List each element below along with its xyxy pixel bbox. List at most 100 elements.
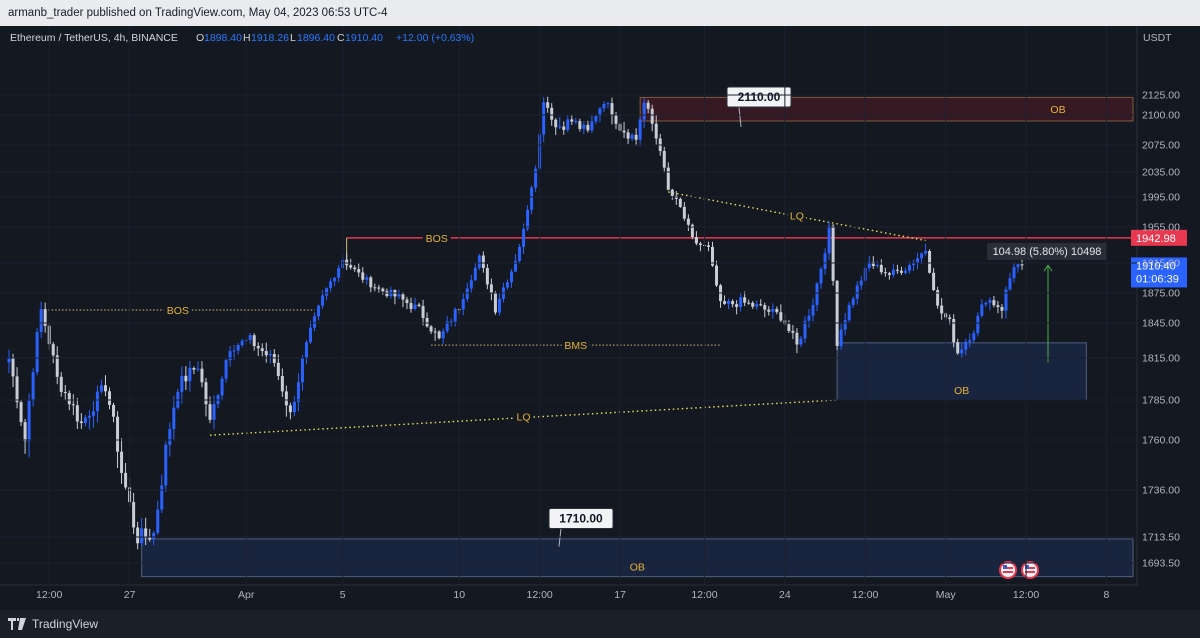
candle-body: [839, 329, 843, 346]
price-tick-label: 1736.00: [1142, 485, 1180, 497]
candle-body: [345, 259, 349, 266]
candle-body: [590, 121, 594, 131]
candle-body: [642, 102, 646, 120]
candle-body: [453, 309, 457, 322]
candle-body: [855, 285, 859, 299]
candle-body: [932, 272, 936, 291]
candle-body: [558, 126, 562, 128]
currency-label: USDT: [1143, 32, 1172, 44]
us-flag-event-icon: [999, 561, 1017, 579]
candle-body: [891, 269, 895, 275]
candle-body: [473, 267, 477, 281]
candle-body: [522, 228, 526, 247]
time-tick-label: 12:00: [526, 589, 552, 601]
order-block-label: OB: [630, 562, 645, 574]
publish-header: armanb_trader published on TradingView.c…: [0, 0, 1200, 26]
us-flag-stripe-icon: [1003, 567, 1013, 569]
price-tick-label: 1693.50: [1142, 558, 1180, 570]
candle-body: [610, 103, 614, 116]
candle-body: [71, 404, 75, 406]
candle-body: [566, 119, 570, 130]
price-tick-label: 2075.00: [1142, 140, 1180, 152]
low-value: 1896.40: [297, 32, 335, 44]
candle-body: [43, 309, 47, 326]
candle-body: [208, 404, 212, 420]
candle-body: [136, 527, 140, 544]
resistance-price-tag: [1131, 229, 1187, 246]
price-tick-label: 2100.00: [1142, 110, 1180, 122]
candle-body: [916, 258, 920, 264]
candle-body: [300, 357, 304, 383]
price-callout-box: [726, 86, 792, 108]
candle-body: [108, 391, 111, 405]
candle-body: [948, 317, 952, 319]
time-axis[interactable]: 12:00 27 Apr 5 10 12:00 17 12:00 24 12:00 May 12:00…: [36, 26, 1110, 601]
candle-body: [799, 338, 803, 345]
candle-body: [670, 189, 674, 196]
candle-body: [313, 316, 317, 328]
candle-body: [317, 305, 321, 317]
candle-body: [433, 331, 437, 333]
candle-body: [361, 272, 365, 280]
price-callout-text: 2110.00: [738, 90, 781, 104]
structure-label-bg: [422, 231, 451, 244]
candle-body: [425, 317, 429, 327]
candle-body: [654, 123, 658, 139]
candle-body: [883, 272, 887, 274]
candle-body: [755, 304, 759, 307]
low-label: L: [290, 32, 296, 44]
candle-body: [409, 303, 413, 309]
candle-body: [31, 372, 35, 401]
candle-body: [867, 262, 871, 269]
candle-body: [534, 168, 538, 188]
price-tick-label: 1785.00: [1142, 395, 1180, 407]
high-value: 1918.26: [251, 32, 289, 44]
price-tick-label: 1995.00: [1142, 192, 1180, 204]
candle-body: [288, 405, 292, 413]
candle-body: [493, 293, 497, 313]
candle-body: [357, 269, 361, 273]
candle-body: [248, 335, 252, 340]
callout-pointer: [558, 528, 562, 547]
candle-body: [578, 121, 582, 129]
candle-body: [739, 297, 743, 308]
open-value: 1898.40: [204, 32, 242, 44]
candle-body: [469, 280, 473, 289]
candle-body: [252, 335, 256, 347]
candle-body: [1000, 307, 1004, 311]
price-tick-label: 1760.00: [1142, 435, 1180, 447]
measure-tooltip-box: [987, 242, 1107, 260]
candle-body: [236, 345, 240, 351]
candle-body: [103, 385, 107, 392]
close-label: C: [337, 32, 345, 44]
time-tick-label: 17: [614, 589, 626, 601]
candle-body: [168, 429, 172, 445]
candle-body: [405, 299, 409, 304]
price-axis[interactable]: 1693.50 1713.50 1736.00 1760.00 1785.00 1815.…: [0, 90, 1180, 570]
candle-body: [152, 532, 156, 540]
candlestick-chart[interactable]: OB OB OB BOS BOS BMS LQ LQ 2110.00 1710.00 104.9…: [0, 26, 1200, 610]
candle-body: [284, 391, 288, 406]
candle-body: [903, 270, 907, 273]
candle-body: [228, 351, 232, 361]
time-tick-label: 8: [1104, 589, 1110, 601]
candle-body: [678, 198, 682, 207]
candle-body: [59, 376, 63, 392]
candle-body: [329, 281, 333, 289]
candle-body: [775, 308, 779, 313]
candle-body: [662, 150, 666, 168]
candle-body: [952, 318, 956, 343]
overlay-layer: 2110.00 1710.00 104.98 (5.80%) 10498 1942.9…: [548, 86, 1187, 579]
candle-body: [811, 304, 815, 316]
candle-body: [779, 312, 783, 321]
candle-body: [140, 528, 144, 544]
candle-body: [184, 375, 188, 382]
liquidity-line: [209, 399, 838, 436]
candle-body: [630, 134, 634, 139]
candle-body: [843, 320, 847, 330]
candle-body: [11, 358, 15, 377]
candle-body: [570, 119, 574, 122]
candle-body: [899, 270, 903, 273]
us-flag-event-icon: [1021, 561, 1039, 579]
us-flag-stripe-icon: [1003, 571, 1013, 573]
